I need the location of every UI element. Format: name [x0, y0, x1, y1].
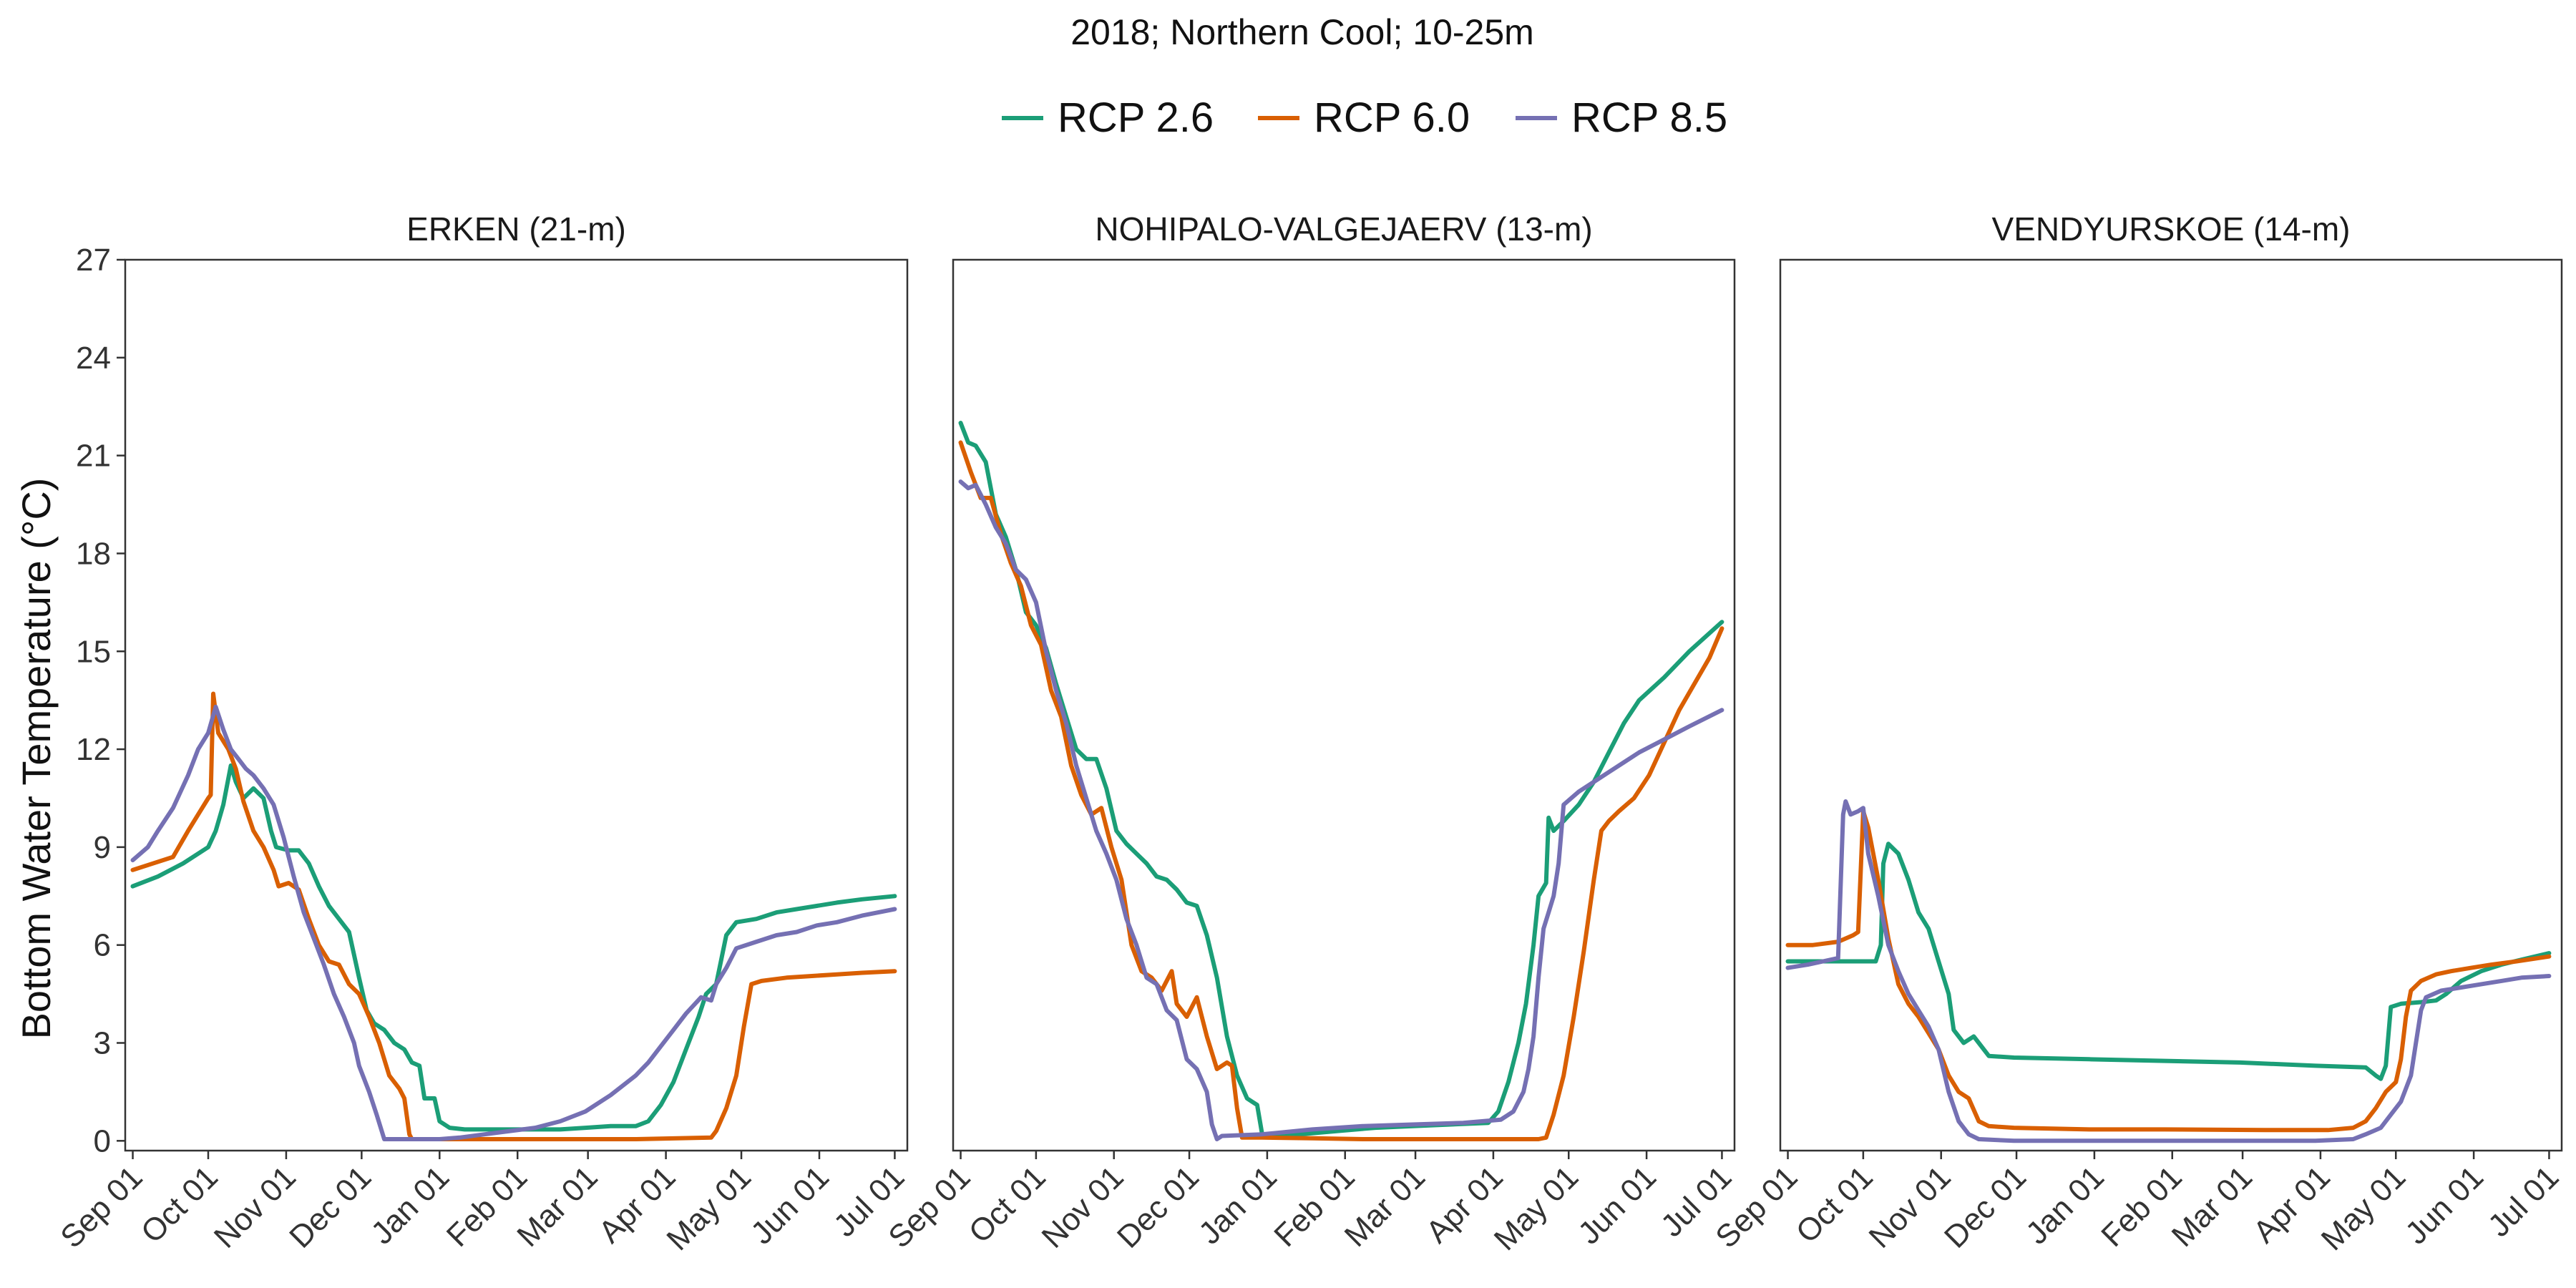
legend-label-rcp-2-6: RCP 2.6 [1058, 94, 1214, 141]
y-tick-label: 3 [94, 1026, 111, 1061]
x-tick-label: Dec 01 [1938, 1159, 2033, 1254]
series-line-rcp-8-5 [958, 479, 1724, 1141]
legend-label-rcp-8-5: RCP 8.5 [1571, 94, 1727, 141]
x-tick-label: Feb 01 [2094, 1159, 2189, 1254]
series-line-rcp-6-0 [958, 440, 1724, 1141]
y-tick-label: 6 [94, 928, 111, 963]
x-tick-label: Oct 01 [1790, 1159, 1880, 1249]
chart-title: 2018; Northern Cool; 10-25m [1070, 12, 1534, 52]
panel-title: NOHIPALO-VALGEJAERV (13-m) [1095, 210, 1592, 248]
x-tick-label: May 01 [2315, 1159, 2413, 1257]
series-line-rcp-2-6 [130, 763, 897, 1132]
chart-legend: RCP 2.6 RCP 6.0 RCP 8.5 [1002, 94, 1727, 141]
series-line-rcp-8-5 [130, 704, 897, 1141]
x-tick-label: Dec 01 [1111, 1159, 1206, 1254]
y-tick-label: 27 [76, 243, 111, 278]
panel-title: VENDYURSKOE (14-m) [1992, 210, 2351, 248]
x-tick-label: Mar 01 [1338, 1159, 1432, 1253]
x-tick-label: Oct 01 [135, 1159, 225, 1249]
x-tick-label: Jun 01 [2399, 1159, 2490, 1251]
x-tick-label: May 01 [1488, 1159, 1586, 1257]
y-tick-label: 0 [94, 1123, 111, 1158]
x-tick-label: Dec 01 [283, 1159, 378, 1254]
y-tick-label: 24 [76, 341, 111, 376]
panel-frame [952, 258, 1736, 1152]
x-tick-label: Jun 01 [744, 1159, 836, 1251]
x-tick-label: Feb 01 [440, 1159, 535, 1254]
x-tick-label: Nov 01 [208, 1159, 303, 1254]
x-tick-label: Oct 01 [962, 1159, 1053, 1249]
x-tick-label: Jan 01 [364, 1159, 456, 1251]
series-line-rcp-8-5 [1785, 799, 2552, 1143]
x-tick-label: Jul 01 [2482, 1159, 2566, 1244]
series-line-rcp-2-6 [1785, 841, 2552, 1081]
panel-title: ERKEN (21-m) [406, 210, 626, 248]
y-tick-label: 9 [94, 830, 111, 865]
y-tick-label: 18 [76, 536, 111, 571]
series-line-rcp-6-0 [1785, 809, 2552, 1133]
x-tick-label: Nov 01 [1035, 1159, 1131, 1254]
x-tick-label: May 01 [660, 1159, 758, 1257]
y-axis-label: Bottom Water Temperature (°C) [14, 478, 59, 1040]
panel-frame [124, 258, 909, 1152]
series-line-rcp-6-0 [130, 691, 897, 1141]
y-tick-label: 21 [76, 439, 111, 474]
x-tick-label: Nov 01 [1863, 1159, 1958, 1254]
x-tick-label: Mar 01 [2165, 1159, 2259, 1253]
x-tick-label: Sep 01 [54, 1159, 149, 1254]
x-tick-label: Feb 01 [1267, 1159, 1362, 1254]
x-tick-label: Jan 01 [1192, 1159, 1284, 1251]
y-tick-label: 15 [76, 634, 111, 669]
x-tick-label: Mar 01 [510, 1159, 604, 1253]
legend-label-rcp-6-0: RCP 6.0 [1314, 94, 1470, 141]
x-tick-label: Jun 01 [1571, 1159, 1663, 1251]
y-tick-label: 12 [76, 732, 111, 767]
x-tick-label: Jan 01 [2019, 1159, 2111, 1251]
panel-frame [1779, 258, 2563, 1152]
